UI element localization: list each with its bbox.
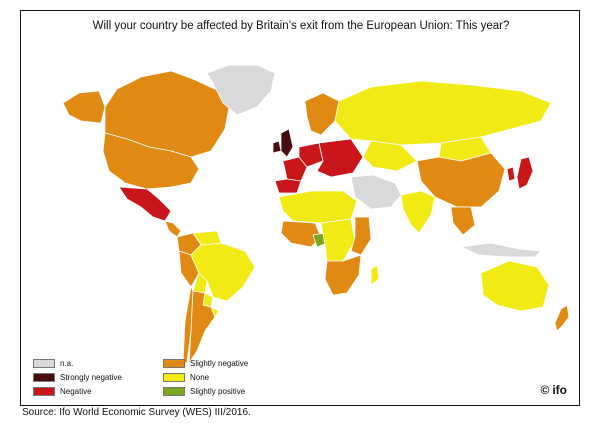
- legend-label: Negative: [60, 387, 92, 396]
- region-australia: [480, 260, 550, 312]
- legend-swatch: [33, 373, 55, 382]
- region-alaska: [62, 90, 106, 124]
- map-legend: n.a. Strongly negative Negative Slightly…: [33, 359, 293, 401]
- legend-swatch: [33, 359, 55, 368]
- ifo-logo: © ifo: [540, 383, 567, 397]
- region-germany: [298, 142, 324, 168]
- legend-label: Strongly negative: [60, 373, 122, 382]
- region-mexico: [118, 186, 172, 222]
- region-greenland: [206, 64, 276, 116]
- legend-label: n.a.: [60, 359, 74, 368]
- legend-item-strongly-negative: Strongly negative: [33, 373, 122, 382]
- legend-label: Slightly negative: [190, 359, 249, 368]
- source-note: Source: Ifo World Economic Survey (WES) …: [22, 407, 251, 418]
- region-central-america: [164, 220, 182, 238]
- region-spain: [274, 178, 302, 194]
- map-title: Will your country be affected by Britain…: [92, 20, 510, 32]
- legend-item-negative: Negative: [33, 387, 92, 396]
- region-argentina: [188, 290, 216, 364]
- region-southeast-asia: [450, 206, 476, 236]
- region-eastern-europe: [316, 138, 364, 178]
- region-brazil: [190, 242, 256, 302]
- legend-item-none: None: [163, 373, 209, 382]
- region-north-africa: [278, 190, 358, 224]
- region-indonesia: [460, 242, 542, 258]
- legend-swatch: [163, 387, 185, 396]
- region-usa: [102, 132, 200, 190]
- region-uk: [280, 128, 294, 158]
- legend-item-slightly-negative: Slightly negative: [163, 359, 248, 368]
- region-russia: [334, 80, 552, 146]
- copyright-icon: ©: [540, 383, 550, 397]
- region-china: [416, 152, 506, 208]
- legend-swatch: [33, 387, 55, 396]
- region-kazakhstan: [362, 140, 418, 172]
- region-west-africa: [280, 220, 322, 248]
- region-scandinavia: [304, 92, 340, 136]
- region-ireland: [272, 140, 282, 154]
- region-uruguay: [210, 306, 220, 318]
- map-frame: Will your country be affected by Britain…: [20, 10, 580, 406]
- region-southern-africa: [324, 254, 362, 296]
- region-india: [400, 190, 436, 234]
- legend-item-na: n.a.: [33, 359, 73, 368]
- legend-label: None: [190, 373, 210, 382]
- legend-label: Slightly positive: [190, 387, 246, 396]
- region-middle-east: [350, 174, 402, 210]
- legend-item-slightly-positive: Slightly positive: [163, 387, 245, 396]
- region-japan: [516, 156, 534, 190]
- legend-swatch: [163, 373, 185, 382]
- region-peru: [178, 250, 200, 288]
- region-france: [282, 156, 308, 182]
- world-map: [62, 64, 570, 364]
- legend-swatch: [163, 359, 185, 368]
- logo-text: ifo: [552, 383, 567, 397]
- region-south-korea: [506, 166, 516, 182]
- region-madagascar: [370, 264, 380, 286]
- region-new-zealand: [554, 304, 570, 332]
- region-central-africa: [320, 218, 356, 262]
